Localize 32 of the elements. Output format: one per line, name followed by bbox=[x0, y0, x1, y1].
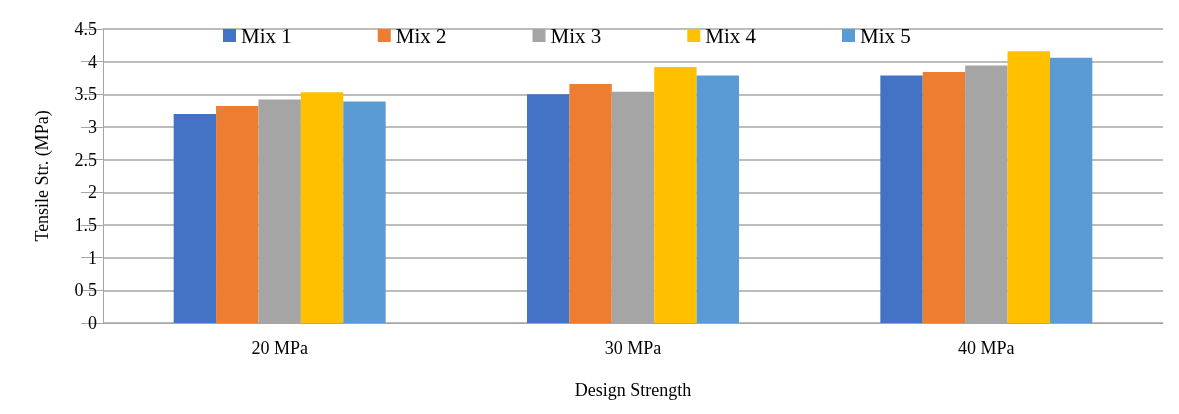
legend-label: Mix 3 bbox=[550, 23, 602, 48]
y-tick-label: 0 5 bbox=[74, 280, 97, 301]
y-axis-title: Tensile Str. (MPa) bbox=[32, 110, 53, 242]
bar bbox=[300, 92, 344, 323]
bar bbox=[696, 75, 739, 323]
bar bbox=[922, 72, 966, 323]
bar bbox=[343, 101, 386, 323]
x-tick-label: 20 MPa bbox=[251, 338, 308, 358]
y-tick-label: 4 bbox=[88, 51, 97, 72]
bar bbox=[216, 106, 259, 323]
x-tick-label: 30 MPa bbox=[604, 338, 662, 358]
bar bbox=[880, 75, 923, 323]
x-axis-title: Design Strength bbox=[574, 380, 692, 400]
y-tick-label: 3 bbox=[88, 117, 97, 137]
bar bbox=[569, 83, 612, 323]
x-tick-label: 40 MPa bbox=[958, 338, 1015, 358]
bar bbox=[1049, 57, 1093, 323]
y-tick-label: 1 bbox=[88, 247, 97, 268]
legend-label: Mix 2 bbox=[395, 23, 447, 48]
bar bbox=[173, 113, 217, 323]
y-tick-label: 2.5 bbox=[74, 149, 97, 170]
y-tick-label: 0 bbox=[88, 313, 97, 333]
bar bbox=[654, 66, 697, 323]
legend-label: Mix 4 bbox=[705, 23, 757, 48]
bar bbox=[527, 94, 570, 323]
y-tick-label: 1.5 bbox=[74, 215, 97, 235]
y-tick-label: 4.5 bbox=[74, 19, 97, 39]
y-tick-label: 3.5 bbox=[74, 84, 97, 105]
legend-label: Mix 1 bbox=[241, 23, 292, 48]
legend-label: Mix 5 bbox=[860, 23, 911, 48]
bar bbox=[1007, 51, 1050, 323]
y-tick-label: 2 bbox=[88, 182, 97, 203]
